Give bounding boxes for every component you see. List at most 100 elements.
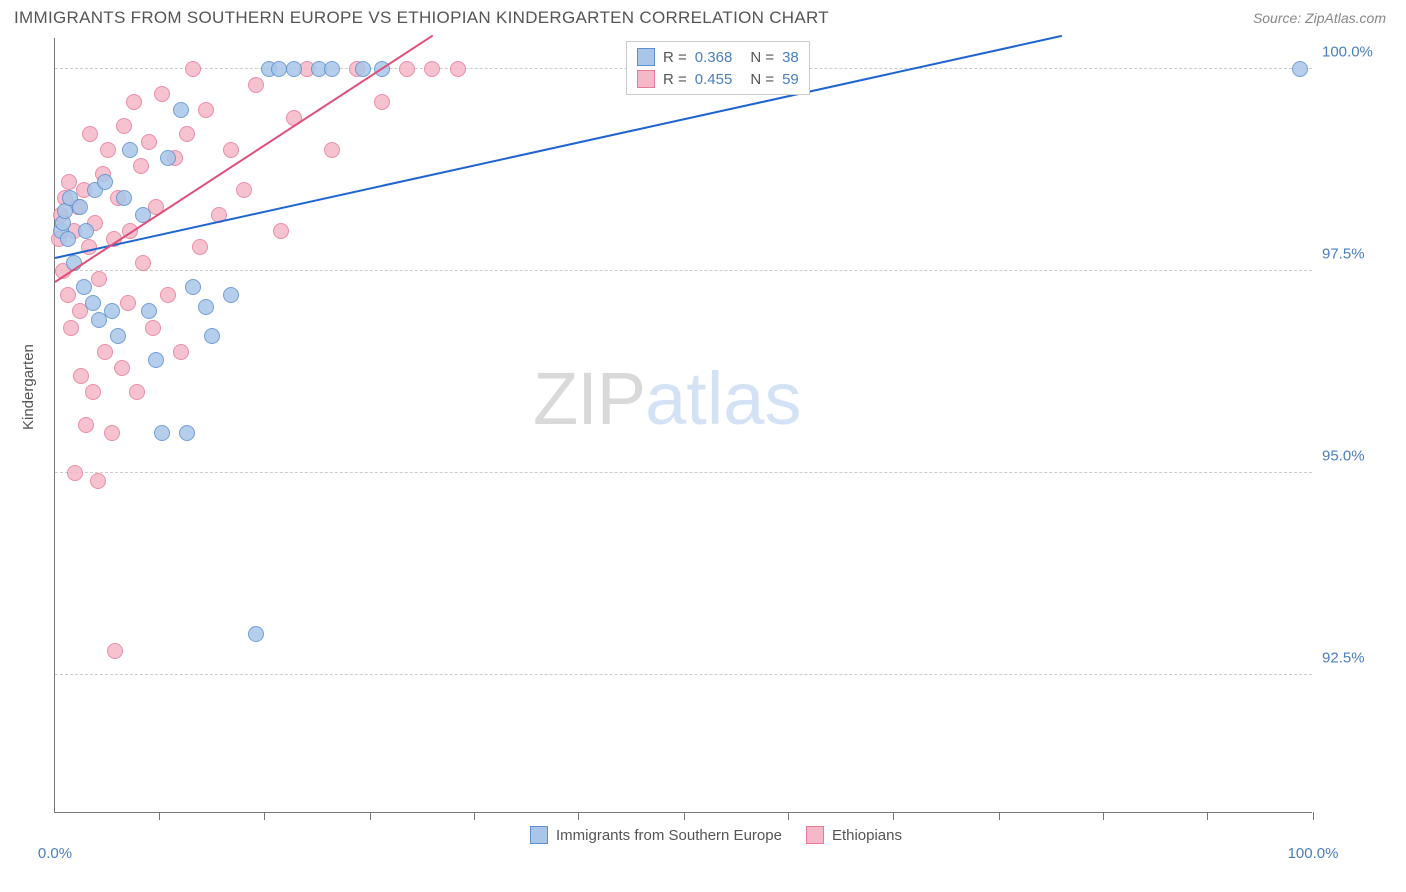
- data-point: [82, 126, 98, 142]
- x-tick: [370, 812, 371, 820]
- data-point: [133, 158, 149, 174]
- data-point: [179, 126, 195, 142]
- legend-swatch: [530, 826, 548, 844]
- data-point: [122, 142, 138, 158]
- data-point: [90, 473, 106, 489]
- x-tick: [684, 812, 685, 820]
- data-point: [61, 174, 77, 190]
- data-point: [145, 320, 161, 336]
- chart-source: Source: ZipAtlas.com: [1253, 10, 1386, 26]
- y-tick-label: 100.0%: [1322, 44, 1382, 61]
- data-point: [424, 61, 440, 77]
- x-tick: [159, 812, 160, 820]
- legend-series-name: Ethiopians: [832, 827, 902, 844]
- x-tick: [893, 812, 894, 820]
- data-point: [120, 295, 136, 311]
- data-point: [85, 384, 101, 400]
- legend-r-label: R =: [663, 49, 687, 66]
- y-axis-label: Kindergarten: [20, 344, 37, 430]
- data-point: [179, 425, 195, 441]
- data-point: [185, 279, 201, 295]
- data-point: [126, 94, 142, 110]
- data-point: [236, 182, 252, 198]
- data-point: [223, 142, 239, 158]
- data-point: [110, 328, 126, 344]
- y-tick-label: 92.5%: [1322, 649, 1382, 666]
- data-point: [60, 231, 76, 247]
- data-point: [72, 199, 88, 215]
- data-point: [154, 425, 170, 441]
- data-point: [185, 61, 201, 77]
- x-tick: [1313, 812, 1314, 820]
- gridline-h: [55, 674, 1312, 675]
- x-tick: [474, 812, 475, 820]
- legend-series-name: Immigrants from Southern Europe: [556, 827, 782, 844]
- data-point: [91, 271, 107, 287]
- data-point: [78, 417, 94, 433]
- legend-r-value: 0.455: [695, 71, 733, 88]
- gridline-h: [55, 270, 1312, 271]
- data-point: [63, 320, 79, 336]
- trend-line: [54, 35, 432, 283]
- series-legend: Immigrants from Southern Europe Ethiopian…: [530, 826, 902, 844]
- x-tick-label: 100.0%: [1288, 845, 1339, 862]
- data-point: [399, 61, 415, 77]
- x-tick: [999, 812, 1000, 820]
- data-point: [1292, 61, 1308, 77]
- data-point: [104, 425, 120, 441]
- gridline-h: [55, 472, 1312, 473]
- x-tick-label: 0.0%: [38, 845, 72, 862]
- y-tick-label: 95.0%: [1322, 447, 1382, 464]
- legend-item: Ethiopians: [806, 826, 902, 844]
- x-tick: [1207, 812, 1208, 820]
- correlation-legend: R = 0.368 N = 38 R = 0.455 N = 59: [626, 41, 810, 95]
- data-point: [97, 174, 113, 190]
- data-point: [271, 61, 287, 77]
- legend-r-label: R =: [663, 71, 687, 88]
- data-point: [67, 465, 83, 481]
- x-tick: [788, 812, 789, 820]
- legend-n-label: N =: [750, 71, 774, 88]
- x-tick: [264, 812, 265, 820]
- data-point: [141, 134, 157, 150]
- data-point: [154, 86, 170, 102]
- legend-swatch: [806, 826, 824, 844]
- watermark: ZIPatlas: [533, 356, 801, 441]
- data-point: [273, 223, 289, 239]
- data-point: [324, 142, 340, 158]
- plot-area: 92.5%95.0%97.5%100.0%0.0%100.0%ZIPatlasR…: [54, 38, 1312, 813]
- data-point: [114, 360, 130, 376]
- data-point: [248, 77, 264, 93]
- data-point: [192, 239, 208, 255]
- data-point: [223, 287, 239, 303]
- chart-title: IMMIGRANTS FROM SOUTHERN EUROPE VS ETHIO…: [14, 8, 829, 28]
- data-point: [374, 94, 390, 110]
- data-point: [100, 142, 116, 158]
- data-point: [173, 102, 189, 118]
- data-point: [248, 626, 264, 642]
- data-point: [204, 328, 220, 344]
- data-point: [76, 279, 92, 295]
- data-point: [116, 118, 132, 134]
- y-tick-label: 97.5%: [1322, 246, 1382, 263]
- chart-header: IMMIGRANTS FROM SOUTHERN EUROPE VS ETHIO…: [0, 0, 1406, 34]
- data-point: [78, 223, 94, 239]
- legend-n-value: 38: [782, 49, 799, 66]
- data-point: [107, 643, 123, 659]
- data-point: [73, 368, 89, 384]
- data-point: [160, 287, 176, 303]
- legend-swatch: [637, 48, 655, 66]
- x-tick: [578, 812, 579, 820]
- data-point: [286, 61, 302, 77]
- legend-r-value: 0.368: [695, 49, 733, 66]
- data-point: [60, 287, 76, 303]
- data-point: [173, 344, 189, 360]
- data-point: [160, 150, 176, 166]
- legend-row: R =0.368N =38: [637, 46, 799, 68]
- data-point: [85, 295, 101, 311]
- legend-row: R = 0.455 N = 59: [637, 68, 799, 90]
- data-point: [97, 344, 113, 360]
- legend-n-value: 59: [782, 71, 799, 88]
- x-tick: [1103, 812, 1104, 820]
- legend-swatch: [637, 70, 655, 88]
